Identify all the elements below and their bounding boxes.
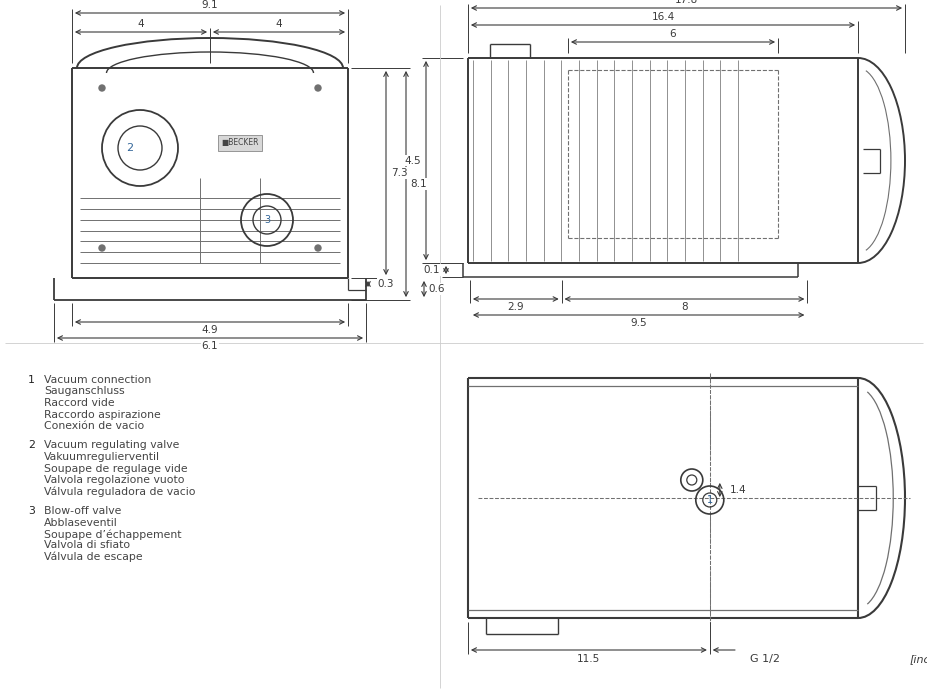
Text: Abblaseventil: Abblaseventil xyxy=(44,518,118,527)
Circle shape xyxy=(99,245,105,251)
Text: 8: 8 xyxy=(680,302,687,312)
Text: 3: 3 xyxy=(28,506,35,516)
Text: 7.3: 7.3 xyxy=(390,168,407,178)
Text: Vacuum connection: Vacuum connection xyxy=(44,375,151,385)
Text: 16.4: 16.4 xyxy=(651,12,674,22)
Text: Valvola di sfiato: Valvola di sfiato xyxy=(44,541,130,550)
Text: 11.5: 11.5 xyxy=(577,654,600,664)
Text: [inch]: [inch] xyxy=(909,654,927,664)
Text: 0.1: 0.1 xyxy=(424,265,439,275)
Text: 4.9: 4.9 xyxy=(201,325,218,335)
Text: Vakuumregulierventil: Vakuumregulierventil xyxy=(44,452,159,462)
Text: 4: 4 xyxy=(275,19,282,29)
Text: Soupape d’échappement: Soupape d’échappement xyxy=(44,529,182,539)
Text: 3: 3 xyxy=(263,215,270,225)
Text: 2: 2 xyxy=(28,441,35,450)
Text: 1: 1 xyxy=(28,375,35,385)
Text: 6.1: 6.1 xyxy=(201,341,218,351)
Text: 17.8: 17.8 xyxy=(674,0,697,5)
Text: 0.6: 0.6 xyxy=(428,284,445,294)
Text: 8.1: 8.1 xyxy=(411,179,426,189)
Text: Valvola regolazione vuoto: Valvola regolazione vuoto xyxy=(44,475,184,485)
Text: Vacuum regulating valve: Vacuum regulating valve xyxy=(44,441,179,450)
Circle shape xyxy=(314,85,321,91)
Text: Sauganschluss: Sauganschluss xyxy=(44,387,124,396)
Text: Raccordo aspirazione: Raccordo aspirazione xyxy=(44,410,160,419)
Text: 6: 6 xyxy=(669,29,676,39)
Circle shape xyxy=(99,85,105,91)
Text: Raccord vide: Raccord vide xyxy=(44,398,115,408)
Text: Soupape de regulage vide: Soupape de regulage vide xyxy=(44,464,187,473)
Text: 1: 1 xyxy=(706,495,712,505)
Text: Válvula reguladora de vacio: Válvula reguladora de vacio xyxy=(44,486,196,497)
Text: 9.5: 9.5 xyxy=(629,318,646,328)
Text: 0.3: 0.3 xyxy=(377,279,394,289)
Text: 1.4: 1.4 xyxy=(729,485,745,495)
Text: 2.9: 2.9 xyxy=(507,302,524,312)
Circle shape xyxy=(314,245,321,251)
Text: 4: 4 xyxy=(137,19,145,29)
Text: 4.5: 4.5 xyxy=(404,155,421,166)
Text: 2: 2 xyxy=(126,143,133,153)
Text: 9.1: 9.1 xyxy=(201,0,218,10)
Text: Válvula de escape: Válvula de escape xyxy=(44,552,143,563)
Text: Blow-off valve: Blow-off valve xyxy=(44,506,121,516)
Text: ■BECKER: ■BECKER xyxy=(221,139,259,148)
Text: G 1/2: G 1/2 xyxy=(749,654,779,664)
Text: Conexión de vacio: Conexión de vacio xyxy=(44,421,144,431)
